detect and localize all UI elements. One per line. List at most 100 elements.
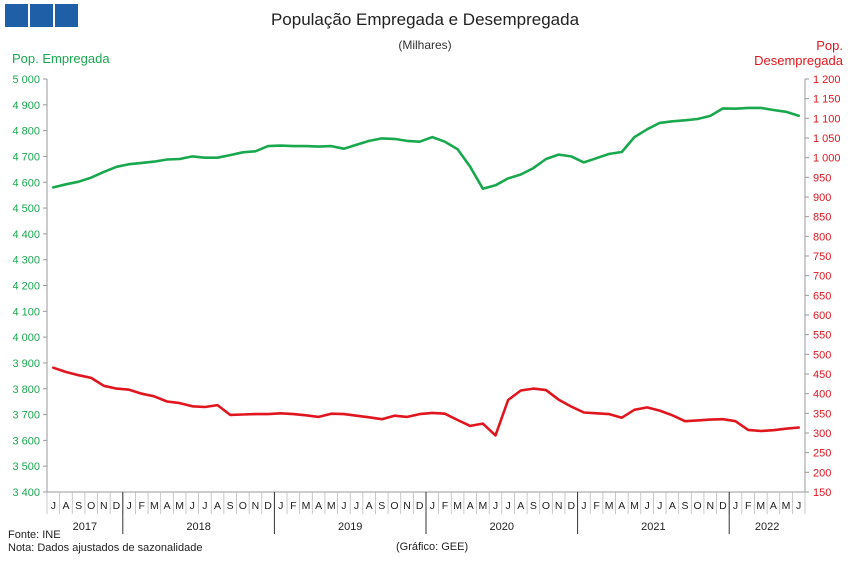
x-month-label: D <box>567 500 575 512</box>
y-left-tick-label: 4 800 <box>12 126 40 138</box>
x-month-label: N <box>555 500 563 512</box>
x-month-label: F <box>139 500 145 512</box>
y-left-axis-label: Pop. Empregada <box>12 51 110 66</box>
x-month-label: N <box>403 500 411 512</box>
y-right-tick-label: 150 <box>813 487 831 499</box>
y-left-tick-label: 3 900 <box>12 358 40 370</box>
x-month-label: J <box>581 500 586 512</box>
footer-note: Nota: Dados ajustados de sazonalidade <box>8 542 203 554</box>
y-right-tick-label: 200 <box>813 467 831 479</box>
logo-square-1 <box>5 4 28 27</box>
x-month-label: O <box>87 500 95 512</box>
x-month-label: N <box>252 500 260 512</box>
y-left-tick-label: 4 900 <box>12 100 40 112</box>
y-right-tick-label: 450 <box>813 369 831 381</box>
x-month-label: J <box>126 500 131 512</box>
x-month-label: O <box>390 500 398 512</box>
chart-title: População Empregada e Desempregada <box>270 10 580 29</box>
y-right-tick-label: 600 <box>813 310 831 322</box>
x-month-label: J <box>493 500 498 512</box>
x-month-label: M <box>327 500 336 512</box>
y-left-tick-label: 3 800 <box>12 384 40 396</box>
x-month-label: O <box>694 500 702 512</box>
x-month-label: J <box>796 500 801 512</box>
x-month-label: A <box>315 500 322 512</box>
x-month-label: J <box>657 500 662 512</box>
x-month-label: F <box>442 500 448 512</box>
y-right-tick-label: 500 <box>813 349 831 361</box>
x-year-label: 2020 <box>490 521 514 533</box>
y-right-axis-label: Pop. Desempregada <box>754 38 843 68</box>
x-month-label: S <box>681 500 688 512</box>
y-right-tick-label: 250 <box>813 448 831 460</box>
y-left-tick-label: 4 100 <box>12 306 40 318</box>
y-left-tick-label: 3 600 <box>12 435 40 447</box>
x-year-label: 2018 <box>186 521 210 533</box>
y-left-tick-label: 4 600 <box>12 177 40 189</box>
x-month-label: J <box>202 500 207 512</box>
y-left-tick-label: 3 700 <box>12 410 40 422</box>
x-month-label: N <box>706 500 714 512</box>
x-year-label: 2017 <box>73 521 97 533</box>
x-month-label: D <box>113 500 121 512</box>
y-right-axis-label-line2: Desempregada <box>754 53 843 68</box>
x-month-label: J <box>430 500 435 512</box>
x-month-label: A <box>62 500 69 512</box>
y-left-tick-label: 4 000 <box>12 332 40 344</box>
y-left-tick-label: 5 000 <box>12 74 40 86</box>
y-right-tick-label: 300 <box>813 428 831 440</box>
x-month-label: S <box>75 500 82 512</box>
x-month-label: J <box>354 500 359 512</box>
logo-square-2 <box>30 4 53 27</box>
x-month-label: S <box>227 500 234 512</box>
x-month-label: J <box>190 500 195 512</box>
x-month-label: D <box>416 500 424 512</box>
x-month-label: A <box>770 500 777 512</box>
logo-square-3 <box>55 4 78 27</box>
x-month-label: M <box>478 500 487 512</box>
x-month-label: F <box>290 500 296 512</box>
x-month-label: M <box>630 500 639 512</box>
y-right-tick-label: 800 <box>813 231 831 243</box>
y-left-tick-label: 3 500 <box>12 461 40 473</box>
x-month-label: A <box>517 500 524 512</box>
y-right-tick-label: 1 000 <box>813 153 841 165</box>
x-month-label: M <box>605 500 614 512</box>
y-right-tick-label: 550 <box>813 330 831 342</box>
x-month-label: M <box>453 500 462 512</box>
footer-credit: (Gráfico: GEE) <box>396 541 469 553</box>
x-month-label: M <box>302 500 311 512</box>
y-right-tick-label: 400 <box>813 389 831 401</box>
y-right-tick-label: 950 <box>813 172 831 184</box>
x-month-label: O <box>239 500 247 512</box>
y-right-tick-label: 700 <box>813 271 831 283</box>
x-month-label: S <box>378 500 385 512</box>
x-month-label: M <box>175 500 184 512</box>
x-month-label: O <box>542 500 550 512</box>
series-line-employed <box>51 106 801 190</box>
y-right-tick-label: 900 <box>813 192 831 204</box>
x-month-label: A <box>467 500 474 512</box>
x-month-label: F <box>745 500 751 512</box>
x-month-label: A <box>669 500 676 512</box>
x-year-label: 2022 <box>755 521 779 533</box>
y-right-axis-label-line1: Pop. <box>816 38 843 53</box>
x-month-label: M <box>782 500 791 512</box>
x-month-label: J <box>505 500 510 512</box>
y-left-tick-label: 4 500 <box>12 203 40 215</box>
x-month-label: J <box>51 500 56 512</box>
x-month-label: S <box>530 500 537 512</box>
y-left-tick-label: 4 400 <box>12 229 40 241</box>
y-right-tick-label: 850 <box>813 212 831 224</box>
y-right-tick-label: 1 200 <box>813 74 841 86</box>
x-month-label: J <box>278 500 283 512</box>
x-month-label: A <box>164 500 171 512</box>
x-year-label: 2019 <box>338 521 362 533</box>
chart-subtitle: (Milhares) <box>398 38 452 52</box>
x-month-label: F <box>593 500 599 512</box>
y-right-tick-label: 1 050 <box>813 133 841 145</box>
x-month-label: A <box>366 500 373 512</box>
y-right-tick-label: 350 <box>813 408 831 420</box>
